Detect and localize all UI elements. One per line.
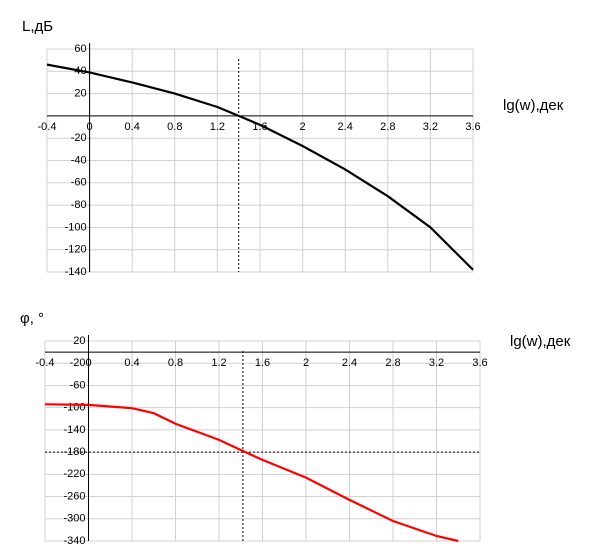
- curve: [44, 403, 459, 543]
- y-tick-label: -220: [63, 468, 85, 480]
- y-tick-label: -140: [65, 266, 87, 278]
- x-tick-label: 2.8: [385, 357, 400, 369]
- y-axis-label: φ, °: [20, 310, 44, 327]
- x-tick-label: 2.4: [342, 357, 357, 369]
- y-tick-label: 20: [74, 88, 86, 100]
- y-tick-label: -100: [63, 402, 85, 414]
- x-tick-label: 0.8: [168, 357, 183, 369]
- y-tick-label: -20: [70, 357, 86, 369]
- y-tick-label: -80: [71, 199, 87, 211]
- y-tick-label: -300: [63, 513, 85, 525]
- y-tick-label: -60: [70, 379, 86, 391]
- x-tick-label: 2.8: [380, 121, 395, 133]
- x-tick-label: 0: [87, 121, 93, 133]
- x-tick-label: 3.2: [429, 357, 444, 369]
- y-tick-label: 20: [73, 335, 85, 347]
- x-tick-label: 3.2: [423, 121, 438, 133]
- x-tick-label: -0.4: [36, 357, 55, 369]
- y-tick-label: -40: [71, 154, 87, 166]
- x-tick-label: 1.2: [210, 121, 225, 133]
- y-tick-label: 60: [74, 43, 86, 55]
- x-tick-label: 0.4: [125, 121, 140, 133]
- x-axis-label: lg(w),дек: [503, 97, 564, 114]
- x-tick-label: 2: [300, 121, 306, 133]
- x-tick-label: 3.6: [472, 357, 487, 369]
- y-tick-label: -340: [63, 535, 85, 547]
- y-tick-label: -100: [65, 221, 87, 233]
- x-tick-label: 3.6: [465, 121, 480, 133]
- y-tick-label: -20: [71, 132, 87, 144]
- x-axis-label: lg(w),дек: [510, 333, 571, 350]
- x-tick-label: 0.8: [167, 121, 182, 133]
- y-axis-label: L,дБ: [22, 18, 53, 35]
- x-tick-label: 0: [85, 357, 91, 369]
- x-tick-label: 0.4: [124, 357, 139, 369]
- y-tick-label: -140: [63, 424, 85, 436]
- x-tick-label: 1.6: [255, 357, 270, 369]
- y-tick-label: -120: [65, 244, 87, 256]
- x-tick-label: 1.6: [252, 121, 267, 133]
- x-tick-label: 2.4: [338, 121, 353, 133]
- x-tick-label: -0.4: [38, 121, 57, 133]
- y-tick-label: -260: [63, 490, 85, 502]
- x-tick-label: 1.2: [211, 357, 226, 369]
- curve: [46, 63, 474, 271]
- x-tick-label: 2: [303, 357, 309, 369]
- y-tick-label: -60: [71, 177, 87, 189]
